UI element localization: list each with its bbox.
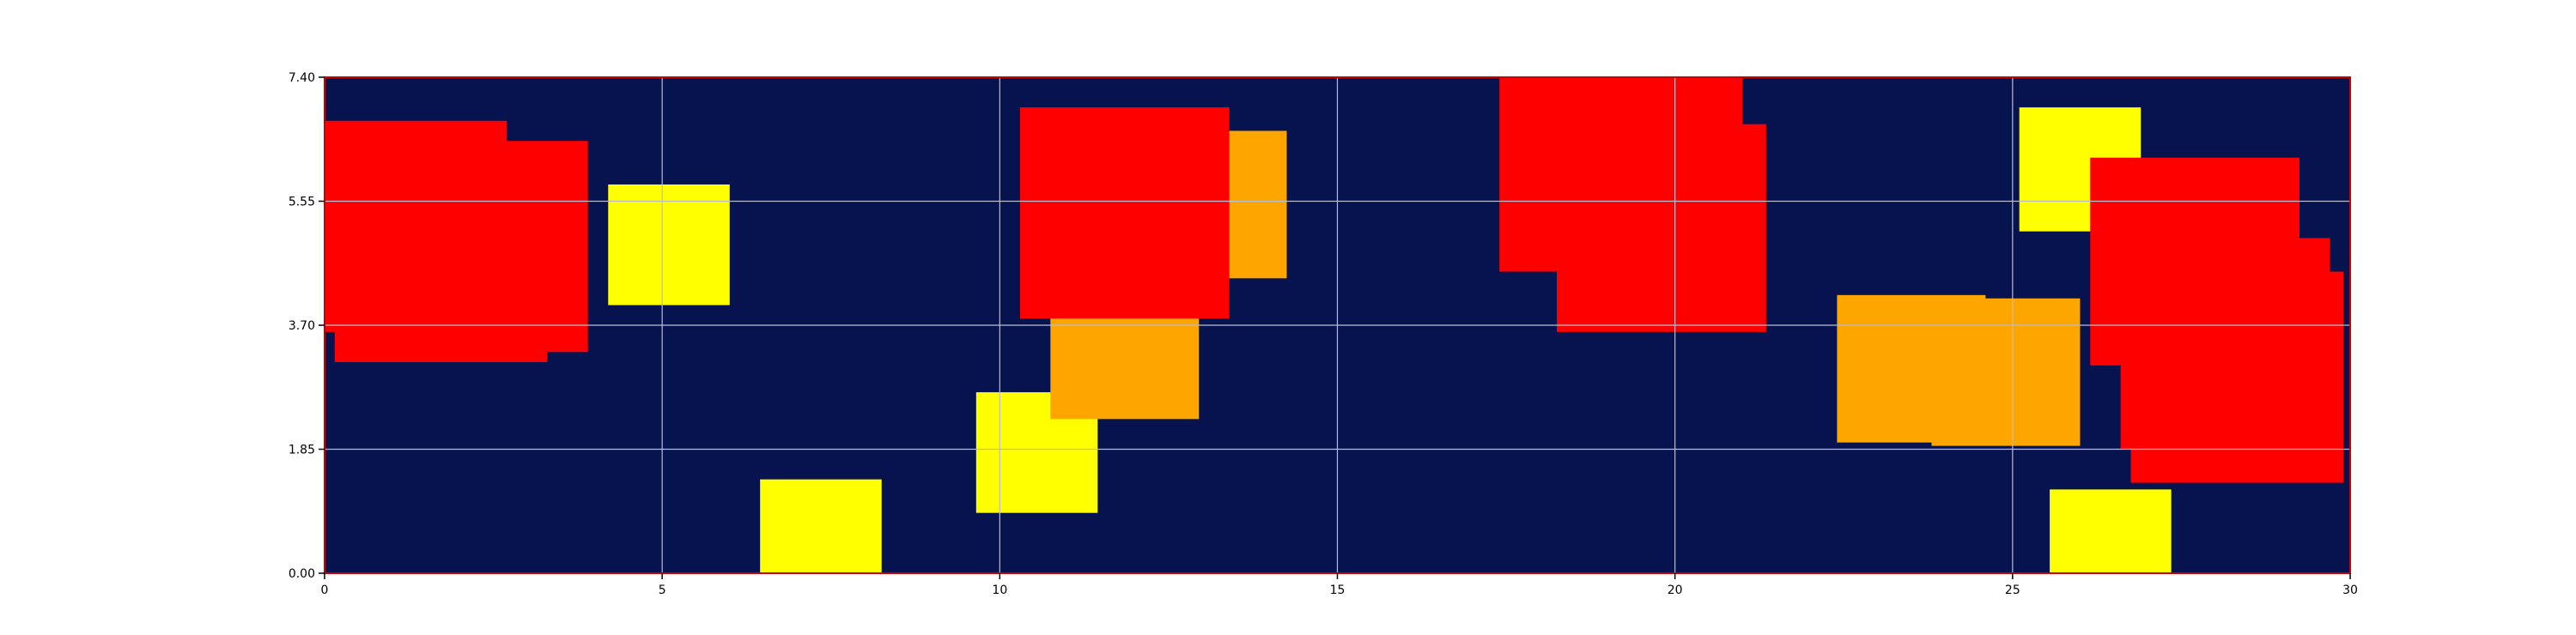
x-tick-label-1: 5 bbox=[659, 584, 666, 597]
x-tick-label-6: 30 bbox=[2342, 584, 2358, 597]
square-yellow-4 bbox=[608, 184, 730, 305]
y-tick-label-4: 7.40 bbox=[289, 71, 315, 85]
x-tick-label-2: 10 bbox=[992, 584, 1007, 597]
y-tick-label-0: 0.00 bbox=[289, 567, 315, 581]
square-yellow-18 bbox=[2050, 489, 2172, 573]
y-tick-label-2: 3.70 bbox=[289, 319, 315, 333]
square-red-17 bbox=[2130, 271, 2344, 483]
axis-ticks: 0 5 10 15 20 25 30 0.00 1.85 3.70 5.55 7.40 bbox=[289, 71, 2358, 597]
square-red-9 bbox=[1019, 107, 1230, 319]
square-red-3 bbox=[372, 141, 588, 353]
x-tick-label-0: 0 bbox=[321, 584, 329, 597]
x-tick-label-5: 25 bbox=[2005, 584, 2020, 597]
y-tick-label-1: 1.85 bbox=[289, 444, 315, 457]
square-red-11 bbox=[1557, 124, 1766, 332]
square-yellow-5 bbox=[760, 479, 882, 573]
x-tick-label-3: 15 bbox=[1330, 584, 1346, 597]
square-orange-13 bbox=[1931, 298, 2081, 446]
y-tick-label-3: 5.55 bbox=[289, 196, 315, 209]
x-tick-label-4: 20 bbox=[1668, 584, 1683, 597]
data-squares bbox=[325, 77, 2344, 573]
